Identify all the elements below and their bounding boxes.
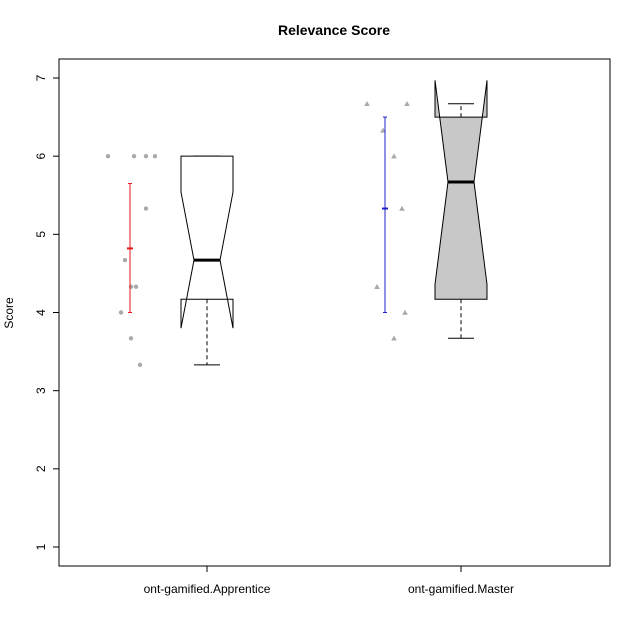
y-tick-label: 5 [34,231,48,238]
data-point [105,153,111,159]
plot-frame [58,58,611,567]
x-tick-label: ont-gamified.Apprentice [144,582,271,596]
data-point [364,100,370,107]
data-point [133,284,139,289]
data-point [122,257,128,263]
data-point [152,153,158,159]
y-tick-label: 4 [34,309,48,316]
y-tick-label: 6 [34,153,48,160]
y-tick-label: 2 [34,465,48,472]
y-tick-label: 1 [34,543,48,550]
data-point [404,100,410,107]
data-point [391,335,397,341]
data-point [391,153,397,159]
chart-title: Relevance Score [278,22,390,38]
y-axis-label: Score [2,297,16,329]
data-point [380,127,386,133]
data-point [402,309,408,315]
data-point [131,153,137,159]
data-point [399,205,405,211]
box-body [434,80,488,300]
x-tick-label: ont-gamified.Master [408,582,514,596]
data-point [128,284,134,289]
y-tick-label: 3 [34,387,48,394]
data-point [137,362,143,368]
data-point [128,336,134,341]
data-point [374,283,380,289]
data-point [143,153,149,159]
data-point [118,310,124,315]
box-body [180,155,234,329]
y-tick-label: 7 [34,74,48,81]
data-point [143,206,149,211]
